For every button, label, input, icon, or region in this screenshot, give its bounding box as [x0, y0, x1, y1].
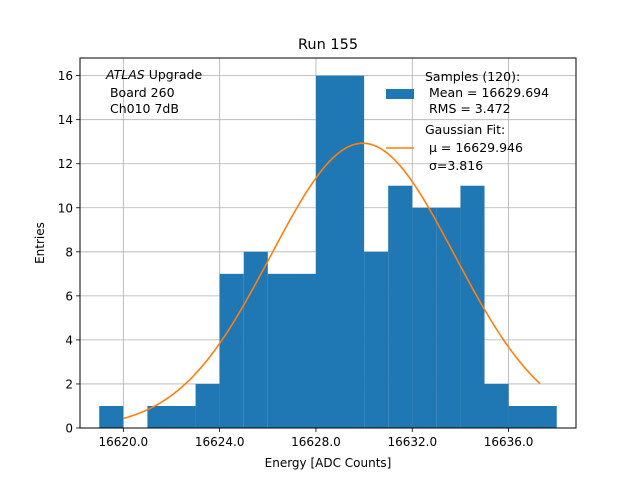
histogram-bar [460, 185, 485, 428]
legend-fit-sigma: σ=3.816 [425, 158, 483, 173]
legend-samples-swatch [386, 89, 414, 99]
x-tick-label: 16636.0 [484, 435, 534, 449]
annotation-channel: Ch010 7dB [106, 101, 179, 116]
annotation-board: Board 260 [106, 85, 175, 100]
gaussian-fit [123, 142, 541, 420]
histogram-bar [243, 251, 268, 428]
legend-samples-title: Samples (120): [425, 69, 520, 84]
histogram-bars [99, 75, 557, 428]
legend-samples-mean: Mean = 16629.694 [425, 85, 549, 100]
x-axis-label: Energy [ADC Counts] [265, 456, 392, 470]
x-tick-label: 16632.0 [387, 435, 437, 449]
histogram-bar [508, 405, 557, 428]
histogram-bar [484, 383, 509, 428]
histogram-bar [364, 251, 389, 428]
y-tick-label: 0 [65, 422, 73, 436]
legend-fit-title: Gaussian Fit: [425, 122, 505, 137]
annotation-atlas: ATLAS Upgrade [105, 67, 202, 82]
annotation-atlas-italic: ATLAS [105, 67, 145, 82]
histogram-bar [147, 405, 196, 428]
chart-title: Run 155 [298, 37, 358, 53]
histogram-bar [219, 273, 244, 428]
histogram-bar [436, 207, 461, 428]
histogram-bar [267, 273, 316, 428]
y-tick-label: 12 [58, 157, 73, 171]
y-tick-label: 14 [58, 113, 73, 127]
y-tick-label: 8 [65, 245, 73, 259]
y-axis-ticks: 0 2 4 6 8 10 12 14 16 [58, 69, 80, 436]
histogram-bar [315, 75, 365, 428]
plot-frame [79, 57, 577, 429]
annotation-atlas-rest: Upgrade [145, 67, 203, 82]
histogram-bar [99, 405, 124, 428]
legend-samples-rms: RMS = 3.472 [425, 101, 511, 116]
x-axis-ticks: 16620.0 16624.0 16628.0 16632.0 16636.0 [99, 428, 534, 449]
legend-fit-mu: μ = 16629.946 [425, 140, 523, 155]
legend: Samples (120): Mean = 16629.694 RMS = 3.… [386, 69, 549, 173]
y-tick-label: 6 [65, 289, 73, 303]
histogram-bar [412, 207, 437, 428]
y-tick-label: 4 [65, 333, 73, 347]
y-axis-label: Entries [33, 222, 47, 264]
run-annotation: ATLAS Upgrade Board 260 Ch010 7dB [105, 67, 202, 116]
y-tick-label: 10 [58, 201, 73, 215]
histogram-bar [195, 383, 220, 428]
x-tick-label: 16620.0 [99, 435, 149, 449]
x-tick-label: 16624.0 [195, 435, 245, 449]
y-tick-label: 2 [65, 377, 73, 391]
y-tick-label: 16 [58, 69, 73, 83]
histogram-bar [388, 185, 413, 428]
x-tick-label: 16628.0 [291, 435, 341, 449]
gaussian-fit-line [123, 142, 541, 420]
